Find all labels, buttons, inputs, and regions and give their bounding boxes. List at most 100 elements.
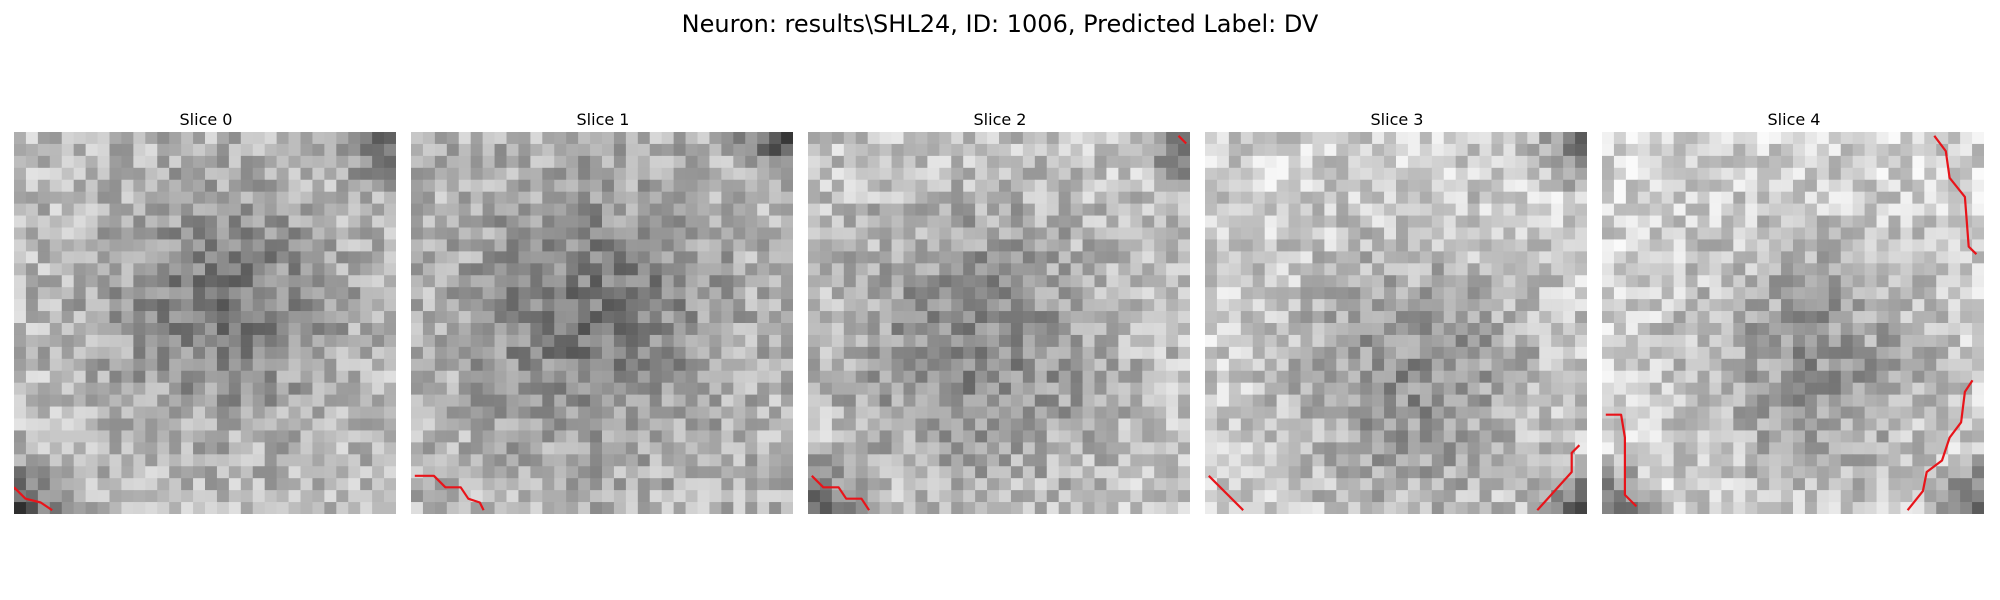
- pixel-cell: [590, 132, 603, 145]
- pixel-cell: [1685, 251, 1698, 264]
- pixel-cell: [1130, 454, 1143, 467]
- pixel-cell: [685, 406, 698, 419]
- pixel-cell: [808, 370, 821, 384]
- pixel-cell: [1252, 454, 1266, 467]
- pixel-cell: [1864, 251, 1877, 264]
- pixel-cell: [1563, 490, 1576, 503]
- pixel-cell: [205, 358, 218, 372]
- pixel-cell: [1228, 227, 1242, 240]
- pixel-cell: [494, 275, 507, 288]
- pixel-cell: [939, 239, 952, 252]
- pixel-cell: [915, 179, 928, 193]
- pixel-cell: [1888, 346, 1901, 360]
- pixel-cell: [1324, 287, 1337, 300]
- pixel-cell: [109, 227, 122, 240]
- pixel-cell: [205, 478, 218, 491]
- pixel-cell: [1539, 287, 1552, 300]
- pixel-cell: [193, 394, 206, 407]
- pixel-cell: [1407, 430, 1421, 443]
- pixel-cell: [1336, 454, 1349, 467]
- pixel-cell: [336, 251, 349, 264]
- pixel-cell: [506, 155, 519, 169]
- pixel-cell: [1166, 179, 1179, 193]
- pixel-cell: [1924, 323, 1937, 336]
- pixel-cell: [1431, 358, 1445, 372]
- pixel-cell: [264, 155, 278, 169]
- pixel-cell: [578, 132, 591, 145]
- pixel-cell: [1082, 155, 1095, 169]
- pixel-cell: [721, 454, 734, 467]
- pixel-cell: [709, 311, 722, 324]
- pixel-cell: [781, 323, 793, 336]
- pixel-cell: [1864, 143, 1877, 157]
- pixel-cell: [1022, 287, 1036, 300]
- pixel-cell: [649, 394, 663, 407]
- pixel-cell: [1912, 179, 1925, 193]
- pixel-cell: [1972, 382, 1984, 396]
- pixel-cell: [1022, 346, 1036, 360]
- pixel-cell: [1324, 394, 1337, 407]
- pixel-cell: [709, 167, 722, 181]
- pixel-cell: [336, 227, 349, 240]
- pixel-cell: [1142, 454, 1155, 467]
- pixel-cell: [506, 334, 519, 348]
- pixel-cell: [697, 275, 710, 288]
- pixel-cell: [276, 502, 289, 514]
- pixel-cell: [264, 179, 278, 193]
- pixel-cell: [228, 323, 242, 336]
- pixel-cell: [216, 370, 230, 384]
- pixel-cell: [590, 203, 603, 216]
- pixel-cell: [602, 203, 615, 216]
- pixel-cell: [1515, 370, 1528, 384]
- pixel-cell: [843, 143, 857, 157]
- pixel-cell: [1384, 418, 1397, 431]
- pixel-cell: [1216, 490, 1230, 503]
- pixel-cell: [411, 418, 424, 431]
- pixel-cell: [1888, 275, 1901, 288]
- pixel-cell: [1575, 299, 1587, 312]
- pixel-cell: [1828, 191, 1842, 205]
- pixel-cell: [336, 215, 349, 228]
- pixel-cell: [1661, 430, 1675, 443]
- pixel-cell: [1661, 179, 1675, 193]
- pixel-cell: [446, 143, 460, 157]
- pixel-cell: [1685, 370, 1698, 384]
- pixel-cell: [169, 227, 182, 240]
- pixel-cell: [288, 299, 301, 312]
- pixel-cell: [1491, 191, 1504, 205]
- pixel-cell: [1336, 466, 1349, 479]
- pixel-cell: [193, 287, 206, 300]
- pixel-cell: [85, 442, 98, 455]
- pixel-cell: [1515, 179, 1528, 193]
- pixel-cell: [697, 203, 710, 216]
- pixel-cell: [1034, 442, 1048, 455]
- pixel-cell: [1876, 406, 1889, 419]
- pixel-cell: [422, 167, 436, 181]
- pixel-cell: [1431, 502, 1445, 514]
- pixel-cell: [1936, 227, 1949, 240]
- pixel-cell: [133, 311, 146, 324]
- pixel-cell: [1491, 358, 1504, 372]
- pixel-cell: [1252, 275, 1266, 288]
- pixel-cell: [157, 466, 170, 479]
- pixel-cell: [1625, 346, 1639, 360]
- pixel-cell: [1828, 442, 1842, 455]
- pixel-cell: [819, 275, 833, 288]
- pixel-cell: [1527, 179, 1540, 193]
- pixel-cell: [554, 191, 567, 205]
- pixel-cell: [1336, 143, 1349, 157]
- pixel-cell: [1804, 334, 1818, 348]
- pixel-cell: [324, 203, 337, 216]
- pixel-cell: [1816, 382, 1830, 396]
- pixel-cell: [1551, 323, 1564, 336]
- pixel-cell: [781, 346, 793, 360]
- pixel-cell: [1010, 203, 1024, 216]
- pixel-cell: [1300, 167, 1313, 181]
- pixel-cell: [324, 346, 337, 360]
- pixel-cell: [157, 263, 170, 276]
- pixel-cell: [1166, 263, 1179, 276]
- pixel-cell: [613, 502, 627, 514]
- pixel-cell: [458, 406, 472, 419]
- pixel-cell: [1431, 430, 1445, 443]
- pixel-cell: [891, 358, 904, 372]
